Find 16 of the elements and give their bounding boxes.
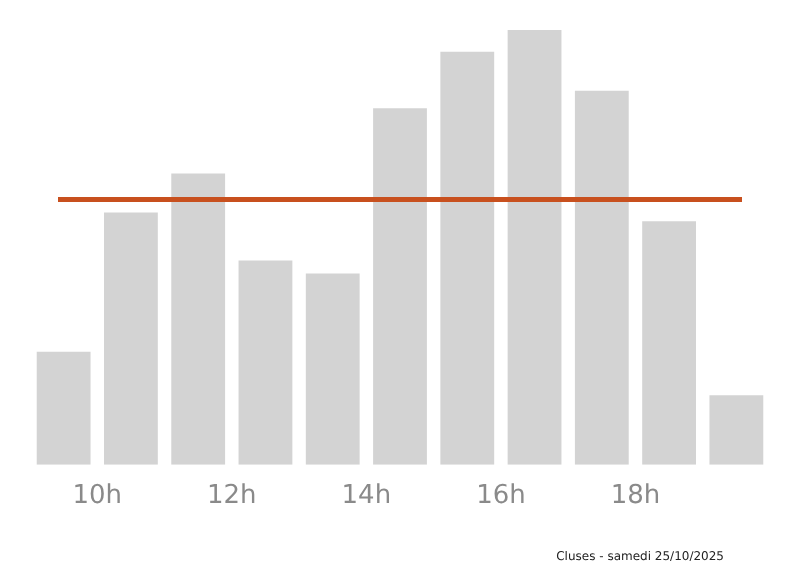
bar xyxy=(440,51,495,465)
x-tick-label: 14h xyxy=(341,481,392,512)
x-tick-label: 16h xyxy=(476,481,526,512)
bar xyxy=(171,173,226,465)
x-tick-label: 12h xyxy=(207,481,257,512)
bar xyxy=(507,30,562,465)
bar xyxy=(36,351,91,465)
bar xyxy=(373,108,427,465)
bar xyxy=(238,260,293,465)
bar xyxy=(642,221,696,465)
bar xyxy=(305,273,360,465)
bar xyxy=(104,212,158,465)
x-tick-label: 10h xyxy=(72,481,123,512)
bar xyxy=(574,90,629,465)
bar xyxy=(709,395,764,465)
x-tick-label: 18h xyxy=(610,481,661,512)
